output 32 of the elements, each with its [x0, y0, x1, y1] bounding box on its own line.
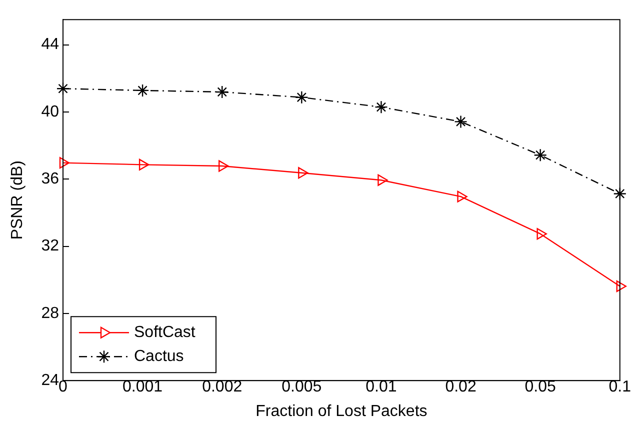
y-axis-title: PSNR (dB): [9, 160, 26, 240]
point: [374, 100, 388, 114]
y-tick-label: 24: [41, 372, 60, 390]
y-tick-label: 36: [41, 170, 60, 188]
x-tick-label: 0.001: [122, 378, 163, 396]
x-tick-label: 0.02: [445, 378, 476, 396]
point: [298, 167, 308, 179]
y-tick-label: 28: [41, 304, 60, 322]
point: [457, 190, 468, 202]
point: [534, 148, 547, 162]
legend-label: SoftCast: [134, 324, 196, 342]
point: [295, 90, 308, 104]
point: [138, 158, 150, 170]
point: [378, 174, 388, 186]
point: [59, 157, 70, 169]
point: [136, 84, 150, 98]
point: [216, 85, 229, 99]
x-tick-label: 0.002: [202, 378, 242, 396]
x-tick-label: 0.01: [366, 378, 397, 396]
legend-label: Cactus: [134, 348, 184, 366]
x-tick-label: 0: [58, 378, 68, 396]
y-tick-label: 40: [41, 103, 60, 120]
y-tick-label: 32: [41, 238, 60, 255]
point: [218, 160, 229, 172]
point: [613, 187, 626, 200]
point: [56, 82, 70, 96]
point: [454, 115, 468, 128]
point: [536, 228, 547, 240]
point: [616, 280, 626, 292]
x-axis-title: Fraction of Lost Packets: [256, 402, 428, 420]
y-tick-label: 44: [41, 36, 60, 54]
x-tick-label: 0.1: [608, 378, 632, 396]
